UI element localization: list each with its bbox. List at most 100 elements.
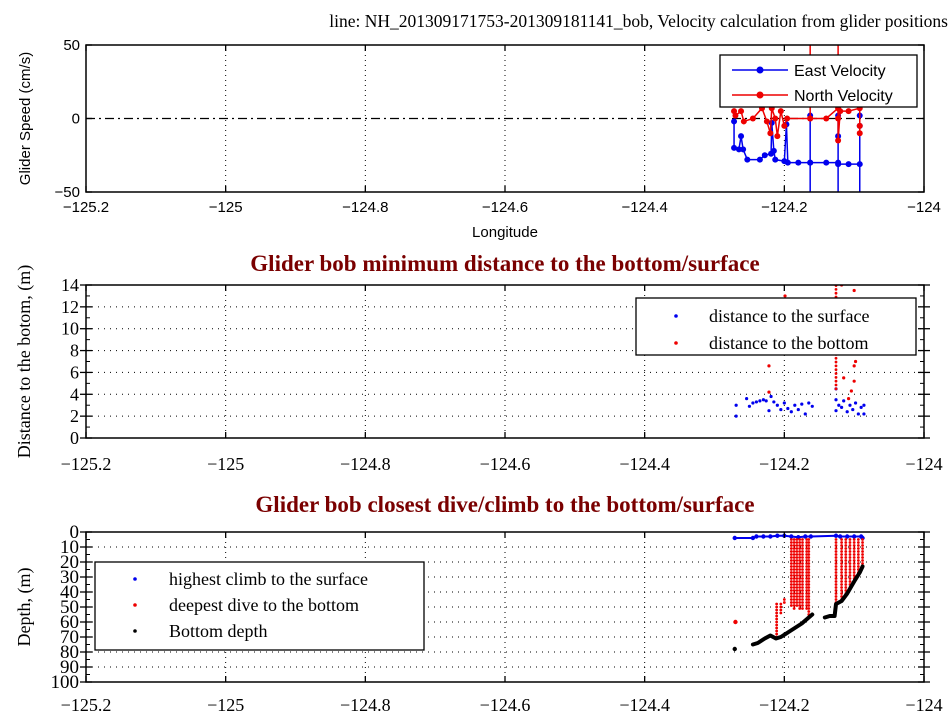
- data-point: [856, 412, 860, 416]
- legend-label: highest climb to the surface: [169, 569, 368, 589]
- legend: highest climb to the surface deepest dive…: [94, 561, 425, 651]
- y-axis-label: Depth, (m): [14, 568, 35, 647]
- data-point: [789, 568, 793, 571]
- series-east-velocity: [731, 112, 863, 239]
- x-tick-label: −125.2: [63, 199, 109, 216]
- legend-box: [719, 54, 918, 108]
- data-point: [805, 547, 809, 550]
- data-point: [848, 403, 852, 407]
- data-point: [798, 553, 802, 556]
- data-point: [792, 592, 796, 595]
- data-point: [792, 598, 796, 601]
- data-point: [807, 607, 811, 610]
- data-point: [801, 562, 804, 565]
- data-point: [798, 598, 802, 601]
- data-point: [853, 401, 858, 405]
- data-point: [840, 583, 843, 586]
- data-point: [795, 562, 799, 565]
- data-point: [834, 592, 838, 595]
- data-point: [856, 547, 860, 550]
- y-tick-label: 14: [61, 275, 79, 295]
- legend-marker: [133, 629, 137, 633]
- data-point: [840, 541, 843, 544]
- data-point: [840, 550, 843, 553]
- data-point: [840, 547, 843, 550]
- data-point: [807, 0, 813, 4]
- data-point: [792, 583, 796, 586]
- data-point: [848, 556, 852, 559]
- data-point: [861, 550, 864, 553]
- data-point: [798, 541, 802, 544]
- data-point: [789, 586, 793, 589]
- data-point: [798, 550, 802, 553]
- data-point: [861, 556, 864, 559]
- data-point: [789, 595, 793, 598]
- data-point: [807, 574, 811, 577]
- data-point: [834, 550, 838, 553]
- legend-label: distance to the bottom: [709, 333, 868, 353]
- data-point: [848, 568, 852, 571]
- data-point: [840, 586, 843, 589]
- data-point: [844, 571, 848, 574]
- data-point: [807, 550, 811, 553]
- data-point: [783, 294, 787, 298]
- data-point: [775, 626, 779, 630]
- data-point: [844, 544, 848, 547]
- data-point: [856, 544, 860, 547]
- data-point: [852, 538, 856, 541]
- data-point: [792, 589, 796, 592]
- data-point: [801, 583, 804, 586]
- data-point: [789, 604, 793, 607]
- data-point: [801, 559, 804, 562]
- data-point: [789, 577, 793, 580]
- data-point: [835, 115, 842, 122]
- x-tick-label: −125: [207, 695, 244, 714]
- data-point: [767, 130, 774, 137]
- y-axis-label: Distance to the botom, (m): [14, 265, 35, 458]
- data-point: [789, 598, 793, 601]
- x-axis-label: Longitude: [472, 224, 538, 241]
- data-point: [807, 598, 811, 601]
- data-point: [792, 604, 796, 607]
- data-point: [795, 577, 799, 580]
- data-point: [807, 233, 813, 239]
- data-point: [801, 544, 804, 547]
- data-point: [772, 156, 779, 163]
- data-point: [807, 571, 811, 574]
- legend-label: deepest dive to the bottom: [169, 595, 359, 615]
- data-point: [844, 556, 848, 559]
- data-point: [834, 556, 838, 559]
- data-point: [805, 580, 809, 583]
- data-point: [798, 577, 802, 580]
- data-point: [805, 607, 809, 610]
- data-point: [801, 586, 804, 589]
- series-distance-to-the-surface: [734, 387, 866, 418]
- data-point: [807, 601, 811, 604]
- data-point: [798, 568, 802, 571]
- x-tick-label: −124.4: [622, 199, 668, 216]
- data-point: [823, 115, 830, 122]
- data-point: [856, 562, 860, 565]
- data-point: [862, 403, 866, 407]
- data-point: [792, 550, 796, 553]
- data-point: [840, 544, 843, 547]
- data-point: [789, 559, 793, 562]
- data-point: [767, 409, 771, 413]
- data-point: [795, 598, 799, 601]
- data-point: [781, 122, 788, 129]
- data-point: [856, 556, 860, 559]
- data-point: [792, 553, 796, 556]
- data-point: [775, 620, 779, 624]
- y-tick-label: 6: [70, 362, 79, 382]
- data-point: [798, 565, 802, 568]
- x-tick-label: −124.8: [340, 454, 391, 474]
- data-point: [834, 379, 838, 383]
- data-point: [789, 534, 794, 539]
- data-point: [846, 397, 851, 401]
- data-point: [801, 574, 804, 577]
- data-point: [796, 407, 800, 412]
- data-point: [784, 159, 791, 166]
- data-point: [792, 601, 796, 604]
- y-tick-label: −50: [55, 184, 80, 201]
- x-tick-label: −124.6: [482, 199, 528, 216]
